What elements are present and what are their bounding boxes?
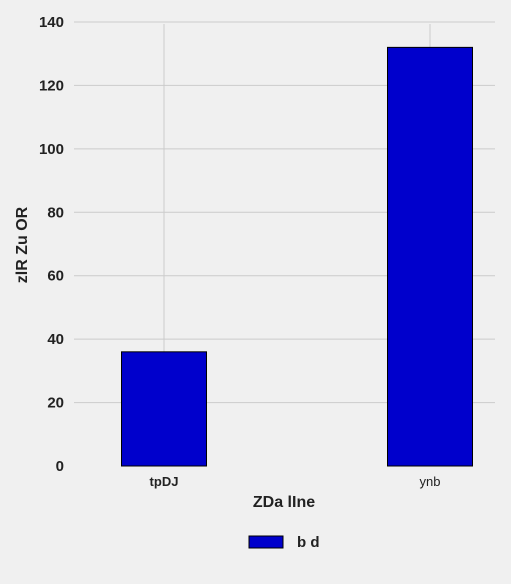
x-tick-label: ynb xyxy=(420,474,441,489)
y-tick-label: 60 xyxy=(47,268,64,285)
legend: b d xyxy=(248,534,320,551)
x-tick-label: tpDJ xyxy=(150,474,179,489)
y-gridlines xyxy=(74,21,495,404)
y-tick-label: 80 xyxy=(47,204,64,221)
y-axis-title: zlR Zu OR xyxy=(14,206,31,283)
bar-tpDJ xyxy=(121,351,207,467)
y-tick-label: 100 xyxy=(39,141,64,158)
bar-ynb xyxy=(387,46,473,467)
bars xyxy=(121,46,473,467)
x-tick-labels: tpDJ ynb xyxy=(150,474,441,489)
legend-swatch xyxy=(248,535,284,549)
x-axis-title: ZDa lIne xyxy=(253,494,315,511)
y-tick-label: 140 xyxy=(39,14,64,31)
y-tick-label: 20 xyxy=(47,395,64,412)
legend-label: b d xyxy=(297,534,320,551)
y-tick-label: 120 xyxy=(39,77,64,94)
y-tick-label: 0 xyxy=(56,458,64,475)
y-tick-labels: 0 20 40 60 80 100 120 140 xyxy=(39,14,64,475)
y-tick-label: 40 xyxy=(47,331,64,348)
